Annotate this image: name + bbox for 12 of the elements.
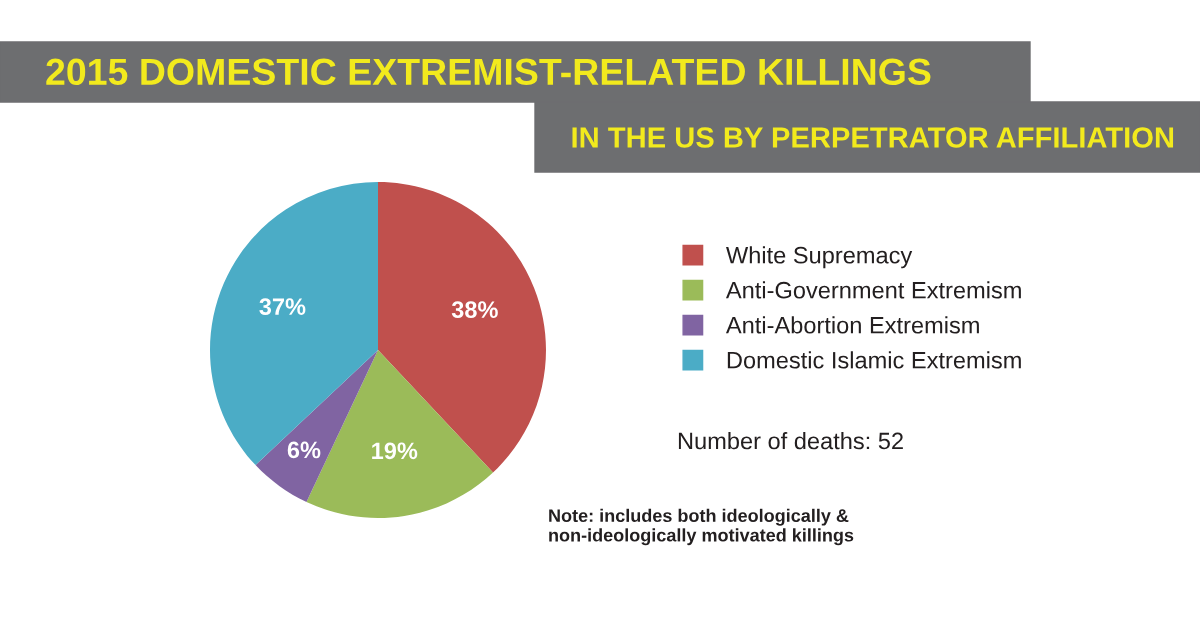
text: Note: includes both ideologically & non-ideologically motivated killings	[549, 508, 854, 546]
data-label: 19%	[372, 442, 418, 460]
legend-label: White Supremacy	[726, 246, 913, 269]
legend-label: Domestic Islamic Extremism	[727, 351, 1021, 369]
legend-label: Anti-Government Extremism	[725, 281, 1021, 299]
data-label: 6%	[287, 441, 321, 459]
data-label: 38%	[451, 301, 498, 319]
chart-title: 2015 DOMESTIC EXTREMIST-RELATED KILLINGS	[46, 58, 931, 86]
data-label: 37%	[259, 298, 306, 315]
text: Number of deaths: 52	[678, 431, 903, 450]
legend-label: Anti-Abortion Extremism	[725, 316, 979, 334]
chart-subtitle: IN THE US BY PERPETRATOR AFFILIATION	[572, 127, 1174, 148]
